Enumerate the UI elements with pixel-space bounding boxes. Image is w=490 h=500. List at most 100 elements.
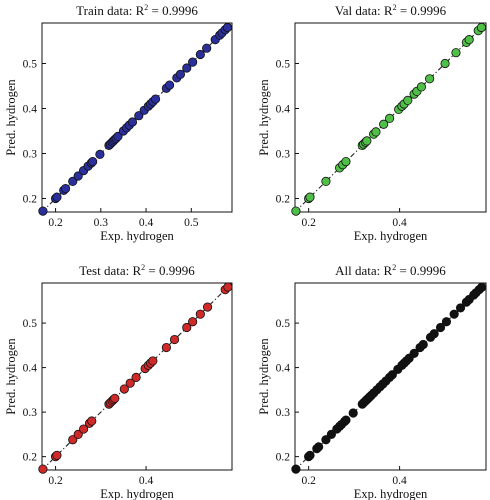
val-data-point (379, 119, 389, 129)
test-x-axis-label: Exp. hydrogen (100, 487, 174, 500)
train-data-point (164, 80, 175, 90)
all-data-point (321, 435, 331, 445)
train-data-point (182, 63, 192, 73)
all-data-point (314, 442, 324, 452)
train-data-point (127, 117, 138, 127)
all-data-point (441, 317, 452, 327)
train-data-point (52, 192, 62, 202)
test-x-tick-label: 0.2 (48, 475, 63, 487)
val-data-point (321, 176, 331, 186)
test-y-tick-label: 0.2 (23, 452, 38, 464)
train-data-point (188, 57, 198, 67)
test-data-point (188, 317, 198, 327)
all-data-point (409, 348, 419, 358)
train-plot-frame (41, 22, 233, 213)
all-data-point (429, 329, 439, 339)
test-data-point (87, 416, 97, 426)
test-data-point (125, 378, 135, 388)
all-title: All data: R2 = 0.9996 (335, 263, 446, 278)
train-y-axis-label: Pred. hydrogen (4, 79, 18, 156)
all-y-tick-label: 0.3 (276, 407, 291, 419)
train-panel: Train data: R2 = 0.9996 0.2 0.3 0.4 0.5 0.2 0.… (4, 3, 233, 243)
all-y-tick-label: 0.2 (276, 452, 291, 464)
all-data-point (291, 464, 301, 474)
train-data-point (150, 94, 161, 104)
all-data-point (348, 408, 358, 418)
test-data-point (131, 372, 141, 382)
all-data-point (341, 415, 351, 425)
train-data-point (195, 49, 205, 60)
all-data-point (449, 309, 459, 319)
train-x-tick-label: 0.2 (48, 217, 63, 229)
test-data-point (195, 309, 205, 319)
test-plot-frame (41, 282, 233, 471)
train-x-tick-label: 0.5 (184, 217, 199, 229)
val-data-point (403, 95, 413, 106)
test-data-point (202, 302, 213, 312)
all-y-axis-label: Pred. hydrogen (257, 338, 271, 415)
test-y-tick-label: 0.5 (23, 318, 38, 330)
test-y-axis-label: Pred. hydrogen (4, 338, 18, 415)
test-data-point (79, 424, 89, 434)
train-data-point (68, 176, 78, 186)
test-data-point (52, 450, 62, 460)
train-title: Train data: R2 = 0.9996 (76, 3, 198, 18)
all-x-tick-label: 0.4 (392, 475, 407, 487)
train-data-point (95, 149, 105, 159)
all-data-point (305, 450, 315, 460)
all-y-tick-label: 0.5 (276, 318, 291, 330)
train-x-tick-label: 0.3 (94, 217, 109, 229)
train-y-tick-label: 0.3 (23, 149, 38, 161)
all-plot-frame (294, 282, 487, 471)
train-data-point (38, 206, 48, 216)
all-x-tick-label: 0.2 (301, 475, 316, 487)
test-data-point (68, 435, 78, 445)
train-data-point (134, 111, 144, 121)
test-x-tick-label: 0.4 (139, 475, 154, 487)
val-data-point (451, 48, 461, 58)
val-y-tick-label: 0.2 (276, 194, 291, 206)
val-data-point (476, 22, 487, 33)
train-data-point (113, 131, 123, 141)
val-panel: Val data: R2 = 0.9996 0.2 0.4 0.2 0.3 0.4 0.5 E… (257, 3, 487, 243)
test-y-tick-label: 0.3 (23, 407, 38, 419)
val-title: Val data: R2 = 0.9996 (335, 3, 447, 18)
test-data-point (38, 464, 48, 474)
train-x-tick-label: 0.4 (139, 217, 154, 229)
val-data-point (416, 82, 427, 92)
test-data-point (161, 342, 172, 353)
all-x-axis-label: Exp. hydrogen (354, 487, 428, 500)
val-x-axis-label: Exp. hydrogen (354, 229, 428, 243)
val-plot-frame (294, 22, 487, 213)
val-y-tick-label: 0.3 (276, 149, 291, 161)
val-data-point (425, 74, 435, 84)
val-data-point (371, 127, 381, 137)
test-data-point (169, 334, 180, 345)
all-data-point (455, 303, 466, 313)
train-data-point (222, 22, 233, 33)
test-data-point (223, 282, 233, 292)
train-y-tick-label: 0.2 (23, 194, 38, 206)
test-data-point (73, 429, 83, 439)
train-data-point (88, 157, 98, 167)
all-data-point (435, 322, 446, 333)
all-data-point (476, 282, 487, 293)
val-x-tick-label: 0.4 (392, 217, 407, 229)
val-data-point (384, 113, 395, 124)
test-data-point (148, 356, 158, 366)
test-data-point (110, 393, 120, 403)
val-data-point (464, 35, 474, 45)
val-y-tick-label: 0.5 (276, 59, 291, 71)
val-y-tick-label: 0.4 (276, 104, 291, 116)
train-data-point (73, 171, 83, 181)
train-y-tick-label: 0.5 (23, 59, 38, 71)
val-data-point (291, 206, 301, 216)
train-x-axis-label: Exp. hydrogen (100, 229, 174, 243)
val-x-tick-label: 0.2 (301, 217, 316, 229)
train-data-point (175, 69, 186, 79)
all-data-point (326, 429, 336, 439)
train-data-point (202, 43, 212, 53)
test-y-tick-label: 0.4 (23, 363, 38, 375)
all-panel: All data: R2 = 0.9996 0.2 0.4 0.2 0.3 0.4 0.5 E… (257, 263, 487, 500)
